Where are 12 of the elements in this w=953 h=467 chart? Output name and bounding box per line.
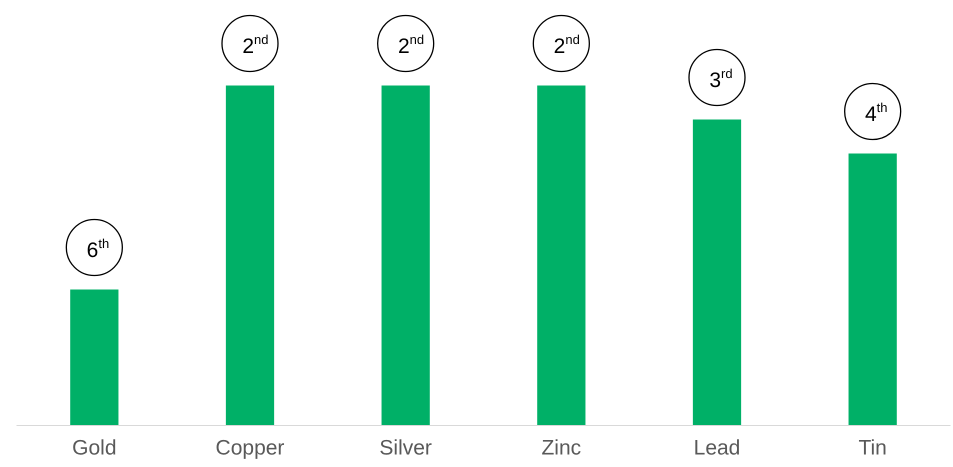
bar [537,86,586,426]
x-tick-label: Copper [216,436,284,460]
bar [692,120,742,426]
bar [848,154,897,426]
x-tick-label: Zinc [541,436,582,460]
bar [70,290,118,426]
bar [226,86,274,426]
x-tick-label: Tin [858,436,887,460]
x-tick-label: Gold [72,436,117,460]
x-tick-label: Lead [694,436,740,460]
bar [382,86,430,426]
x-tick-label: Silver [379,436,432,460]
